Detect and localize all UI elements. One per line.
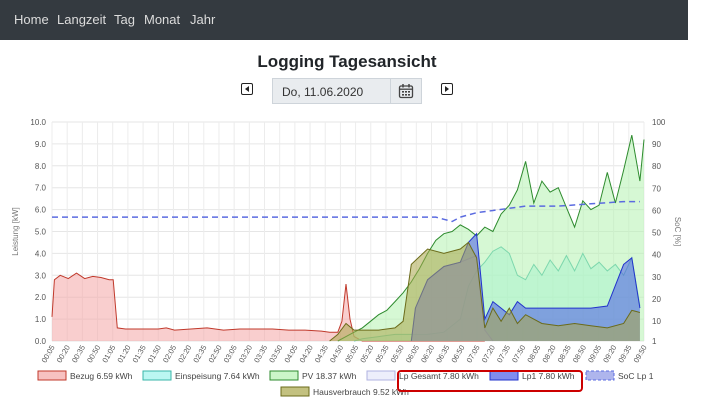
y2-tick-label: 1	[652, 337, 657, 346]
legend-label: Lp Gesamt 7.80 kWh	[399, 371, 479, 381]
nav-item-jahr[interactable]: Jahr	[190, 12, 216, 27]
nav-item-langzeit[interactable]: Langzeit	[57, 12, 107, 27]
nav-item-tag[interactable]: Tag	[114, 12, 135, 27]
y-axis-title: Leistung [kW]	[11, 207, 20, 255]
x-tick-label: 09:05	[586, 344, 603, 365]
legend-label: SoC Lp 1	[618, 371, 654, 381]
page-title: Logging Tagesansicht	[257, 52, 437, 71]
y-tick-label: 6.0	[35, 206, 47, 215]
x-tick-label: 03:50	[267, 344, 284, 365]
legend-item-2[interactable]: PV 18.37 kWh	[269, 370, 357, 381]
prev-day-button[interactable]	[241, 83, 253, 95]
y2-tick-label: 30	[652, 273, 661, 282]
y-tick-label: 4.0	[35, 249, 47, 258]
x-tick-label: 00:50	[85, 344, 102, 365]
series-0	[51, 272, 485, 342]
y-tick-label: 5.0	[35, 228, 47, 237]
x-tick-label: 06:20	[419, 344, 436, 365]
legend-item-6[interactable]: SoC Lp 1	[585, 370, 654, 381]
x-tick-label: 09:50	[632, 344, 649, 365]
y-tick-label: 0.0	[35, 337, 47, 346]
x-tick-label: 02:50	[207, 344, 224, 365]
x-tick-label: 02:05	[161, 344, 178, 365]
triangle-left-icon	[245, 86, 249, 92]
legend-label: PV 18.37 kWh	[302, 371, 357, 381]
x-tick-label: 03:35	[252, 344, 269, 365]
y-tick-label: 7.0	[35, 184, 47, 193]
x-tick-label: 03:20	[237, 344, 254, 365]
x-tick-label: 05:50	[389, 344, 406, 365]
x-tick-label: 01:35	[131, 344, 148, 365]
x-tick-label: 01:50	[146, 344, 163, 365]
x-tick-label: 07:50	[510, 344, 527, 365]
legend-label: Bezug 6.59 kWh	[70, 371, 133, 381]
y2-tick-label: 70	[652, 184, 661, 193]
x-tick-label: 09:35	[616, 344, 633, 365]
x-tick-label: 09:20	[601, 344, 618, 365]
calendar-icon[interactable]	[398, 83, 414, 99]
x-tick-label: 04:50	[328, 344, 345, 365]
y-tick-label: 10.0	[30, 118, 46, 127]
series-5	[329, 241, 641, 342]
y2-tick-label: 60	[652, 206, 661, 215]
nav-item-monat[interactable]: Monat	[144, 12, 181, 27]
x-tick-label: 06:05	[404, 344, 421, 365]
y2-tick-label: 40	[652, 251, 661, 260]
date-value[interactable]: Do, 11.06.2020	[282, 85, 364, 99]
x-tick-label: 04:35	[313, 344, 330, 365]
x-tick-label: 07:35	[495, 344, 512, 365]
legend-item-5[interactable]: Hausverbrauch 9.52 kWh	[280, 386, 409, 397]
date-picker[interactable]: Do, 11.06.2020	[272, 78, 422, 104]
triangle-right-icon	[445, 86, 449, 92]
x-tick-label: 05:20	[358, 344, 375, 365]
x-tick-label: 08:50	[571, 344, 588, 365]
legend-label: Hausverbrauch 9.52 kWh	[313, 387, 409, 397]
x-tick-label: 01:05	[100, 344, 117, 365]
x-tick-label: 04:05	[282, 344, 299, 365]
y2-tick-label: 80	[652, 162, 661, 171]
legend-label: Lp1 7.80 kWh	[522, 371, 575, 381]
legend-item-3[interactable]: Lp Gesamt 7.80 kWh	[366, 370, 479, 381]
y-tick-label: 1.0	[35, 315, 47, 324]
y2-tick-label: 50	[652, 229, 661, 238]
x-tick-label: 02:35	[191, 344, 208, 365]
x-tick-label: 05:05	[343, 344, 360, 365]
legend-item-1[interactable]: Einspeisung 7.64 kWh	[142, 370, 260, 381]
x-tick-label: 00:05	[40, 344, 57, 365]
x-tick-label: 06:35	[434, 344, 451, 365]
navbar	[0, 0, 688, 40]
y-tick-label: 8.0	[35, 162, 47, 171]
legend-item-4[interactable]: Lp1 7.80 kWh	[489, 370, 575, 381]
x-tick-label: 05:35	[373, 344, 390, 365]
legend-item-0[interactable]: Bezug 6.59 kWh	[37, 370, 133, 381]
legend-label: Einspeisung 7.64 kWh	[175, 371, 260, 381]
x-tick-label: 02:20	[176, 344, 193, 365]
next-day-button[interactable]	[441, 83, 453, 95]
series-6	[52, 200, 640, 223]
x-tick-label: 07:05	[465, 344, 482, 365]
y2-tick-label: 90	[652, 140, 661, 149]
x-tick-label: 08:35	[556, 344, 573, 365]
x-tick-label: 00:20	[55, 344, 72, 365]
x-tick-label: 06:50	[449, 344, 466, 365]
x-tick-label: 01:20	[115, 344, 132, 365]
y2-tick-label: 100	[652, 118, 666, 127]
x-tick-label: 08:05	[525, 344, 542, 365]
x-tick-label: 08:20	[540, 344, 557, 365]
x-tick-label: 00:35	[70, 344, 87, 365]
date-divider	[390, 79, 391, 103]
y2-tick-label: 20	[652, 295, 661, 304]
x-tick-label: 04:20	[298, 344, 315, 365]
x-tick-label: 03:05	[222, 344, 239, 365]
nav-item-home[interactable]: Home	[14, 12, 49, 27]
y2-tick-label: 10	[652, 317, 661, 326]
y2-axis-title: SoC [%]	[673, 217, 682, 246]
y-tick-label: 2.0	[35, 293, 47, 302]
y-tick-label: 9.0	[35, 140, 47, 149]
x-tick-label: 07:20	[480, 344, 497, 365]
y-tick-label: 3.0	[35, 271, 47, 280]
